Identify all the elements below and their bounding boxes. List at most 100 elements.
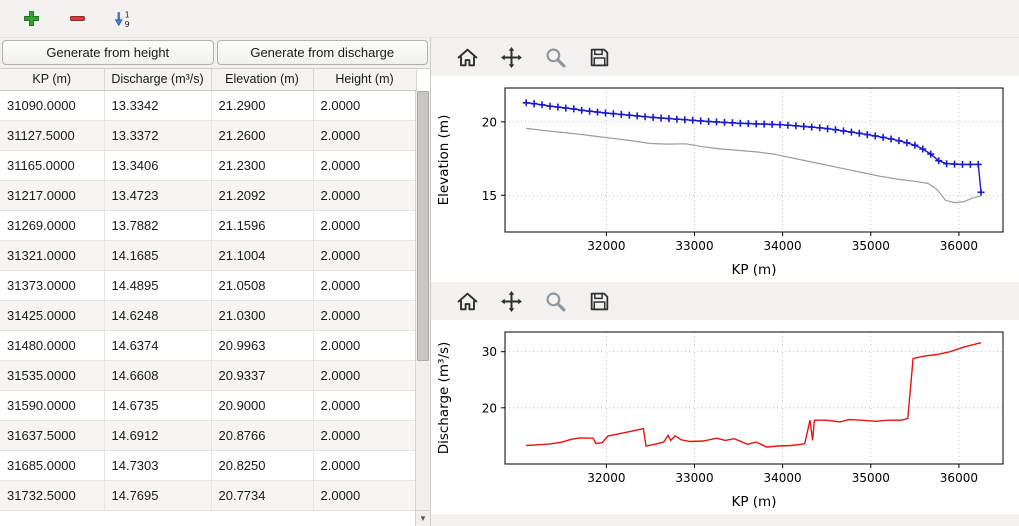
magnifier-icon	[546, 48, 565, 67]
svg-text:35000: 35000	[852, 239, 890, 253]
add-row-button[interactable]	[18, 6, 44, 32]
table-cell[interactable]: 31685.0000	[0, 450, 105, 481]
chart-pan-button[interactable]	[497, 43, 525, 71]
generate-from-height-button[interactable]: Generate from height	[2, 40, 214, 65]
table-cell[interactable]: 2.0000	[313, 390, 417, 421]
chart-pan-button[interactable]	[497, 287, 525, 315]
svg-text:36000: 36000	[940, 471, 978, 485]
table-cell[interactable]: 14.6608	[104, 360, 212, 391]
table-cell[interactable]: 2.0000	[313, 270, 417, 301]
table-cell[interactable]: 21.1004	[211, 240, 314, 271]
table-cell[interactable]: 13.3342	[104, 90, 212, 121]
chart-home-button[interactable]	[453, 43, 481, 71]
table-cell[interactable]: 31165.0000	[0, 150, 105, 181]
table-cell[interactable]: 31127.5000	[0, 120, 105, 151]
table-cell[interactable]: 14.4895	[104, 270, 212, 301]
svg-text:36000: 36000	[940, 239, 978, 253]
table-cell[interactable]: 31321.0000	[0, 240, 105, 271]
table-cell[interactable]: 31480.0000	[0, 330, 105, 361]
main-content: Generate from height Generate from disch…	[0, 38, 1019, 526]
table-cell[interactable]: 2.0000	[313, 360, 417, 391]
table-cell[interactable]: 2.0000	[313, 300, 417, 331]
discharge-chart-toolbar	[431, 282, 1019, 320]
table-cell[interactable]: 14.7303	[104, 450, 212, 481]
table-cell[interactable]: 31269.0000	[0, 210, 105, 241]
table-cell[interactable]: 14.7695	[104, 480, 212, 511]
svg-text:KP (m): KP (m)	[732, 262, 777, 278]
table-cell[interactable]: 13.3406	[104, 150, 212, 181]
table-cell[interactable]: 31535.0000	[0, 360, 105, 391]
table-cell[interactable]: 13.3372	[104, 120, 212, 151]
table-cell[interactable]: 31425.0000	[0, 300, 105, 331]
table-cell[interactable]: 2.0000	[313, 120, 417, 151]
table-cell[interactable]: 2.0000	[313, 450, 417, 481]
data-table: KP (m) Discharge (m³/s) Elevation (m) Heigh…	[0, 69, 417, 511]
table-cell[interactable]: 20.9963	[211, 330, 314, 361]
sort-rows-button[interactable]: 1 9	[110, 6, 136, 32]
chart-zoom-button[interactable]	[541, 43, 569, 71]
table-cell[interactable]: 20.7734	[211, 480, 314, 511]
table-cell[interactable]: 31732.5000	[0, 480, 105, 511]
table-cell[interactable]: 20.8766	[211, 420, 314, 451]
table-cell[interactable]: 2.0000	[313, 90, 417, 121]
column-header[interactable]: KP (m)	[0, 69, 105, 91]
table-row: 31127.5000 13.3372 21.2600 2.0000	[0, 120, 417, 151]
home-icon	[457, 292, 477, 310]
discharge-chart-canvas[interactable]: 32000 33000 34000 35000 36000 20 30 KP (m) Disch…	[431, 320, 1019, 514]
charts-panel: 32000 33000 34000 35000 36000 15 20 KP (m) Eleva…	[431, 38, 1019, 526]
table-cell[interactable]: 21.0508	[211, 270, 314, 301]
table-cell[interactable]: 31090.0000	[0, 90, 105, 121]
table-cell[interactable]: 21.2600	[211, 120, 314, 151]
svg-text:34000: 34000	[764, 471, 802, 485]
elevation-chart-canvas[interactable]: 32000 33000 34000 35000 36000 15 20 KP (m) Eleva…	[431, 76, 1019, 282]
column-header[interactable]: Discharge (m³/s)	[104, 69, 212, 91]
sort-numeric-icon: 1 9	[114, 10, 130, 28]
table-cell[interactable]: 21.1596	[211, 210, 314, 241]
table-cell[interactable]: 21.2900	[211, 90, 314, 121]
svg-text:Discharge (m³/s): Discharge (m³/s)	[436, 342, 452, 455]
table-cell[interactable]: 21.2092	[211, 180, 314, 211]
table-row: 31165.0000 13.3406 21.2300 2.0000	[0, 150, 417, 181]
table-cell[interactable]: 14.1685	[104, 240, 212, 271]
table-row: 31321.0000 14.1685 21.1004 2.0000	[0, 240, 417, 271]
table-cell[interactable]: 2.0000	[313, 420, 417, 451]
chart-save-button[interactable]	[585, 287, 613, 315]
scrollbar-down-button[interactable]: ▼	[416, 510, 430, 526]
table-cell[interactable]: 13.7882	[104, 210, 212, 241]
table-cell[interactable]: 31373.0000	[0, 270, 105, 301]
table-row: 31535.0000 14.6608 20.9337 2.0000	[0, 360, 417, 391]
table-scrollbar[interactable]: ▼	[415, 91, 430, 526]
scrollbar-thumb[interactable]	[417, 91, 429, 361]
table-cell[interactable]: 14.6912	[104, 420, 212, 451]
table-cell[interactable]: 20.9000	[211, 390, 314, 421]
table-cell[interactable]: 20.8250	[211, 450, 314, 481]
chart-home-button[interactable]	[453, 287, 481, 315]
table-cell[interactable]: 2.0000	[313, 330, 417, 361]
table-cell[interactable]: 2.0000	[313, 240, 417, 271]
table-cell[interactable]: 31217.0000	[0, 180, 105, 211]
table-cell[interactable]: 21.2300	[211, 150, 314, 181]
table-cell[interactable]: 2.0000	[313, 210, 417, 241]
table-cell[interactable]: 14.6735	[104, 390, 212, 421]
column-header[interactable]: Height (m)	[313, 69, 417, 91]
chart-save-button[interactable]	[585, 43, 613, 71]
table-cell[interactable]: 20.9337	[211, 360, 314, 391]
table-cell[interactable]: 13.4723	[104, 180, 212, 211]
table-cell[interactable]: 31590.0000	[0, 390, 105, 421]
table-cell[interactable]: 21.0300	[211, 300, 314, 331]
left-panel: Generate from height Generate from disch…	[0, 38, 431, 526]
table-row: 31685.0000 14.7303 20.8250 2.0000	[0, 450, 417, 481]
table-cell[interactable]: 31637.5000	[0, 420, 105, 451]
chart-zoom-button[interactable]	[541, 287, 569, 315]
column-header[interactable]: Elevation (m)	[211, 69, 314, 91]
magnifier-icon	[546, 292, 565, 311]
table-cell[interactable]: 2.0000	[313, 180, 417, 211]
generate-from-discharge-button[interactable]: Generate from discharge	[216, 40, 428, 65]
table-cell[interactable]: 2.0000	[313, 480, 417, 511]
remove-row-button[interactable]	[64, 6, 90, 32]
table-cell[interactable]: 14.6248	[104, 300, 212, 331]
table-cell[interactable]: 14.6374	[104, 330, 212, 361]
table-row: 31480.0000 14.6374 20.9963 2.0000	[0, 330, 417, 361]
data-table-container: KP (m) Discharge (m³/s) Elevation (m) Heigh…	[0, 68, 430, 526]
table-cell[interactable]: 2.0000	[313, 150, 417, 181]
